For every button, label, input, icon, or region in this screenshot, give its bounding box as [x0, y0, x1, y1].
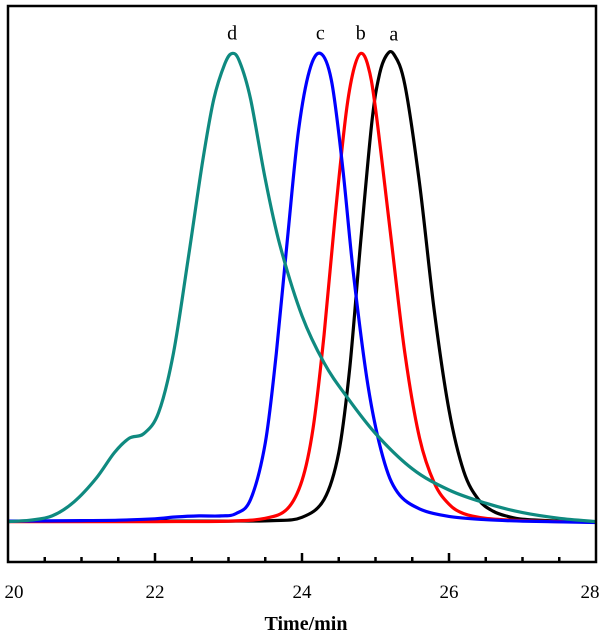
x-tick-label: 26 — [440, 582, 459, 603]
peak-label-b: b — [356, 22, 366, 44]
x-tick-label: 20 — [5, 582, 24, 603]
peak-label-c: c — [316, 22, 325, 44]
peak-label-d: d — [227, 22, 237, 44]
labels-layer: a b c d 20 22 24 26 28 — [5, 22, 600, 603]
series-line-c — [7, 51, 597, 525]
curves-layer — [7, 49, 597, 525]
series-line-b — [8, 51, 597, 524]
x-axis-title: Time/min — [265, 613, 348, 635]
x-tick-label: 24 — [293, 582, 313, 603]
x-tick-label: 28 — [581, 582, 600, 603]
peak-label-a: a — [389, 23, 398, 45]
series-line-a — [8, 49, 597, 524]
x-tick-label: 22 — [146, 582, 165, 603]
series-line-d — [7, 51, 597, 524]
ticks-layer — [43, 553, 561, 562]
